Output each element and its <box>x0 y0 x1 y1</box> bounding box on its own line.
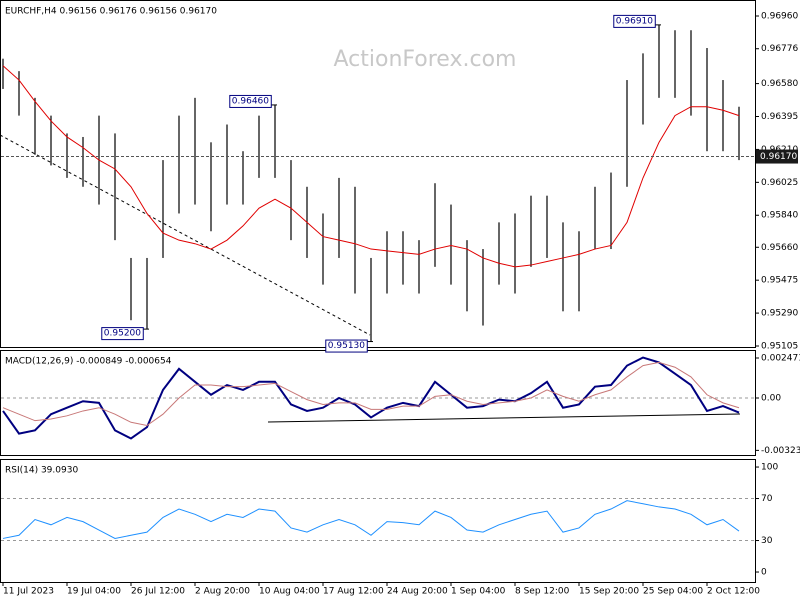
y-tick-label: 0.96580 <box>761 79 798 89</box>
last-price-label: 0.96170 <box>760 152 797 162</box>
y-tick-label: 0.95290 <box>761 309 798 319</box>
y-tick-label: 0.95105 <box>761 342 798 352</box>
x-tick-label: 8 Sep 12:00 <box>515 587 570 597</box>
x-tick-label: 24 Aug 20:00 <box>387 587 448 597</box>
price-frame <box>0 0 756 348</box>
y-tick-label: 0.96395 <box>761 112 798 122</box>
y-tick-label: 0.002471 <box>761 353 800 363</box>
indicator-line <box>2 500 740 539</box>
x-tick-label: 11 Jul 2023 <box>3 587 54 597</box>
y-tick-label: 0.96025 <box>761 178 798 188</box>
trend-line <box>0 134 371 336</box>
x-tick-label: 1 Sep 04:00 <box>451 587 506 597</box>
indicator-line <box>2 361 740 427</box>
indicator-line <box>2 356 740 440</box>
y-tick-label: 100 <box>761 463 778 473</box>
y-tick-label: 0.95840 <box>761 211 798 221</box>
y-tick-label: 0.95660 <box>761 243 798 253</box>
annotation-label: 0.95200 <box>104 329 141 339</box>
y-tick-label: 70 <box>761 494 773 504</box>
x-tick-label: 10 Aug 04:00 <box>259 587 320 597</box>
last-price-box <box>756 149 798 164</box>
watermark: ActionForex.com <box>334 47 517 72</box>
y-tick-label: -0.003235 <box>761 446 800 456</box>
y-tick-label: 0.96776 <box>761 44 798 54</box>
y-tick-label: 0 <box>761 568 767 578</box>
annotation-box <box>325 339 368 353</box>
y-tick-label: 0.96960 <box>761 11 798 21</box>
annotation-box <box>101 327 144 341</box>
annotation-label: 0.96910 <box>616 16 653 26</box>
x-tick-label: 2 Oct 12:00 <box>707 587 760 597</box>
x-tick-label: 2 Aug 20:00 <box>195 587 250 597</box>
x-tick-label: 17 Aug 12:00 <box>323 587 384 597</box>
y-tick-label: 0.00 <box>761 393 781 403</box>
macd-frame <box>0 350 756 456</box>
pane-title: MACD(12,26,9) -0.000849 -0.000654 <box>5 357 172 367</box>
x-tick-label: 25 Sep 04:00 <box>643 587 703 597</box>
pane-title: RSI(14) 39.0930 <box>5 466 78 476</box>
macd-support-line <box>267 413 741 423</box>
y-tick-label: 30 <box>761 536 773 546</box>
x-tick-label: 19 Jul 04:00 <box>67 587 121 597</box>
x-tick-label: 26 Jul 12:00 <box>131 587 185 597</box>
moving-average <box>2 65 740 268</box>
pane-title: EURCHF,H4 0.96156 0.96176 0.96156 0.9617… <box>5 7 217 17</box>
annotation-box <box>613 14 656 28</box>
rsi-frame <box>0 459 756 583</box>
y-tick-label: 0.95475 <box>761 276 798 286</box>
annotation-label: 0.96460 <box>232 96 269 106</box>
annotation-box <box>229 94 272 108</box>
annotation-label: 0.95130 <box>328 341 365 351</box>
x-tick-label: 15 Sep 20:00 <box>579 587 639 597</box>
